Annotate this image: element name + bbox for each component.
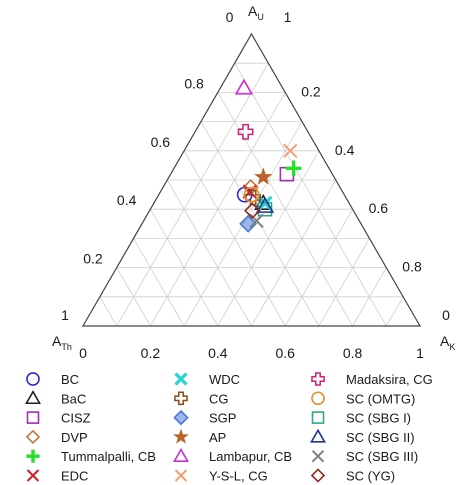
data-point-ap xyxy=(254,167,273,185)
left-tick-label: 0.2 xyxy=(83,251,103,267)
legend-marker-bac xyxy=(25,390,41,405)
legend-label-sc-yg: SC (YG) xyxy=(346,469,395,484)
data-point-cg xyxy=(245,189,262,206)
left-tick-label: 0.4 xyxy=(117,192,137,208)
data-point-sc-yg xyxy=(244,202,261,219)
left-tick-label: 0.6 xyxy=(151,134,171,150)
data-point-sc-sbg-iii xyxy=(249,213,264,229)
grid-line xyxy=(133,238,185,327)
legend-label-lambapur-cb: Lambapur, CB xyxy=(209,449,292,464)
legend-marker-wdc xyxy=(174,372,188,386)
legend-marker-tummalpalli-cb xyxy=(26,449,40,463)
right-corner-label: 0 xyxy=(442,307,450,323)
legend-label-bac: BaC xyxy=(61,391,86,406)
legend-marker-lambapur-cb xyxy=(173,447,189,462)
legend-label-sgp: SGP xyxy=(209,411,236,426)
bottom-tick-label: 0 xyxy=(79,345,87,361)
data-point-y-s-l-cg xyxy=(283,143,298,159)
right-tick-label: 0.4 xyxy=(335,142,355,158)
axis-titles: AU AK ATh xyxy=(52,3,455,352)
legend-label-wdc: WDC xyxy=(209,372,240,387)
legend-label-cg: CG xyxy=(209,391,229,406)
triangle-outline xyxy=(81,32,422,327)
legend-marker-bc xyxy=(26,372,40,386)
data-point-sgp xyxy=(239,214,258,233)
grid-line xyxy=(251,179,337,327)
grid-line xyxy=(166,179,252,327)
grid-line xyxy=(352,267,387,327)
grid-line xyxy=(318,238,370,327)
legend-marker-sc-sbg-i xyxy=(311,411,325,424)
legend-marker-sc-yg xyxy=(310,468,326,483)
legend-marker-sgp xyxy=(173,409,189,426)
legend-marker-cisz xyxy=(26,411,40,424)
bottom-tick-label: 0.2 xyxy=(141,345,161,361)
triangle-frame xyxy=(81,32,422,327)
legend-label-madaksira-cg: Madaksira, CG xyxy=(346,372,433,387)
left-tick-label: 0.8 xyxy=(184,75,204,91)
bottom-tick-label: 0.6 xyxy=(275,345,295,361)
legend-marker-cg xyxy=(174,391,188,406)
legend-marker-sc-omtg xyxy=(311,391,325,406)
axis-title-au: AU xyxy=(248,3,264,22)
legend-label-edc: EDC xyxy=(61,469,88,484)
legend-label-cisz: CISZ xyxy=(61,411,91,426)
data-point-lambapur-cb xyxy=(234,78,254,95)
legend-label-sc-sbg-i: SC (SBG I) xyxy=(346,411,411,426)
legend-marker-edc xyxy=(26,469,40,482)
legend-marker-sc-sbg-iii xyxy=(311,449,325,463)
grid-line xyxy=(116,63,269,327)
bottom-tick-label: 0.8 xyxy=(343,345,363,361)
legend-label-bc: BC xyxy=(61,372,79,387)
tick-labels: 0 0.2 0.4 0.6 0.8 1 0.2 0.4 0.6 0.8 0.8 0.6 0.4 0.2 0 1… xyxy=(61,9,450,361)
legend-label-sc-omtg: SC (OMTG) xyxy=(346,391,415,406)
legend-marker-sc-sbg-ii xyxy=(310,428,326,443)
data-point-tummalpalli-cb xyxy=(285,160,302,177)
legend-label-dvp: DVP xyxy=(61,430,88,445)
data-point-sc-omtg xyxy=(243,186,260,203)
legend: BC BaC CISZ DVP Tummalpalli, CB EDC WDC CG SGP AP… xyxy=(25,372,433,484)
right-tick-label: 0.2 xyxy=(301,83,321,99)
grid-line xyxy=(116,267,151,327)
grid-line xyxy=(385,296,404,327)
legend-label-ap: AP xyxy=(209,430,226,445)
bottom-tick-label: 0.4 xyxy=(208,345,228,361)
data-point-sc-sbg-ii xyxy=(255,196,275,213)
grid-line xyxy=(284,209,353,327)
legend-label-y-s-l-cg: Y-S-L, CG xyxy=(209,469,268,484)
axis-title-ath: ATh xyxy=(52,333,72,352)
grid-line xyxy=(150,209,219,327)
axis-title-ak: AK xyxy=(440,333,455,352)
legend-label-sc-sbg-ii: SC (SBG II) xyxy=(346,430,415,445)
legend-marker-y-s-l-cg xyxy=(174,469,188,482)
top-right-corner-label: 1 xyxy=(284,9,292,25)
right-tick-label: 0.6 xyxy=(369,200,389,216)
grid-line xyxy=(234,63,387,327)
top-left-corner-label: 0 xyxy=(226,9,234,25)
bottom-tick-label: 1 xyxy=(416,345,424,361)
legend-label-tummalpalli-cb: Tummalpalli, CB xyxy=(61,449,156,464)
legend-marker-ap xyxy=(173,428,189,444)
left-corner-label: 1 xyxy=(61,307,69,323)
legend-marker-dvp xyxy=(25,429,41,445)
data-point-madaksira-cg xyxy=(237,123,254,140)
legend-label-sc-sbg-iii: SC (SBG III) xyxy=(346,449,418,464)
legend-marker-madaksira-cg xyxy=(311,372,325,386)
right-tick-label: 0.8 xyxy=(402,259,422,275)
data-points xyxy=(234,78,302,233)
grid-line xyxy=(99,296,118,327)
